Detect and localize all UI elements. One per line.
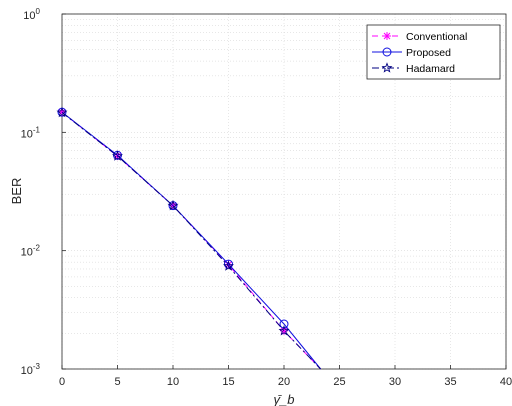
circle-marker [279,319,289,329]
series-hadamard [56,106,321,370]
star-marker [381,62,393,73]
legend-label: Conventional [406,31,467,43]
x-tick-label: 5 [114,376,120,388]
star-marker [167,199,179,211]
y-tick-label: 10-2 [21,244,41,259]
circle-marker [382,47,392,57]
x-tick-label: 15 [222,376,234,388]
legend: Conventional Proposed Hadamard [366,24,501,80]
y-tick-label: 100 [23,7,40,22]
x-tick-label: 40 [500,376,512,388]
star-marker [223,260,234,271]
asterisk-marker [383,32,391,40]
series-line [61,112,321,370]
legend-label: Proposed [406,47,451,59]
star-marker [112,150,123,161]
y-tick-label: 10-1 [21,125,41,140]
x-tick-label: 30 [389,376,401,388]
asterisk-marker [280,326,288,335]
x-tick-label: 35 [444,376,456,388]
y-axis-label: BER [9,178,24,205]
x-axis-ticks: 0 5 10 15 20 25 30 35 40 [59,365,512,388]
x-tick-label: 10 [167,376,179,388]
y-tick-label: 10-3 [21,362,41,377]
asterisk-marker [58,108,66,117]
y-axis-ticks: 100 10-1 10-2 10-3 [21,7,66,377]
legend-label: Hadamard [406,63,455,75]
series-line [61,111,322,370]
legend-entries: Conventional Proposed Hadamard [372,31,467,75]
x-axis-label: γ̄_b [274,392,295,406]
x-tick-label: 25 [333,376,345,388]
star-marker [56,106,68,118]
x-tick-label: 20 [278,376,290,388]
x-tick-label: 0 [59,376,65,388]
star-marker [278,325,290,336]
series-layer [56,106,322,370]
